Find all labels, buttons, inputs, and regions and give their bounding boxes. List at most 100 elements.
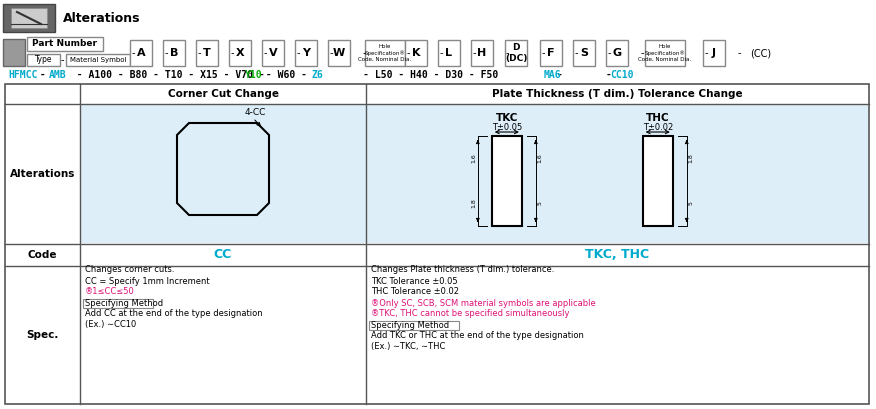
FancyBboxPatch shape (196, 40, 218, 66)
Text: Material Symbol: Material Symbol (70, 57, 126, 63)
Text: THC: THC (646, 113, 669, 123)
FancyBboxPatch shape (540, 40, 562, 66)
Text: -: - (406, 48, 410, 58)
Text: Corner Cut Change: Corner Cut Change (167, 89, 279, 99)
Text: - A100 - B80 - T10 - X15 - V70 -: - A100 - B80 - T10 - X15 - V70 - (65, 70, 271, 80)
Text: 5: 5 (537, 202, 542, 205)
Text: Plate Thickness (T dim.) Tolerance Change: Plate Thickness (T dim.) Tolerance Chang… (492, 89, 743, 99)
FancyBboxPatch shape (5, 84, 869, 404)
Text: -: - (704, 48, 708, 58)
Text: Z6: Z6 (312, 70, 323, 80)
Text: X: X (236, 48, 244, 58)
Text: Add CC at the end of the type designation: Add CC at the end of the type designatio… (85, 310, 263, 319)
Polygon shape (177, 123, 269, 215)
FancyBboxPatch shape (573, 40, 595, 66)
FancyBboxPatch shape (369, 321, 459, 330)
Text: HFMCC: HFMCC (8, 70, 38, 80)
Text: Specifying Method: Specifying Method (371, 321, 449, 330)
FancyBboxPatch shape (229, 40, 251, 66)
Text: Hole
Specification®
Code, Nominal Dia.: Hole Specification® Code, Nominal Dia. (358, 44, 412, 62)
Text: -: - (363, 48, 366, 58)
Text: -: - (738, 48, 741, 58)
Text: T: T (203, 48, 211, 58)
Text: -: - (575, 48, 578, 58)
Text: T±0.05: T±0.05 (491, 123, 522, 132)
Text: (Ex.) ∼CC10: (Ex.) ∼CC10 (85, 321, 137, 330)
Text: -: - (607, 48, 611, 58)
FancyBboxPatch shape (491, 136, 522, 226)
Text: D
(DC): D (DC) (505, 43, 527, 63)
FancyBboxPatch shape (703, 40, 725, 66)
Text: ®Only SC, SCB, SCM material symbols are applicable: ®Only SC, SCB, SCM material symbols are … (371, 299, 596, 308)
Text: Code: Code (28, 250, 57, 260)
Text: H: H (477, 48, 487, 58)
Text: TKC, THC: TKC, THC (585, 249, 650, 261)
FancyBboxPatch shape (295, 40, 317, 66)
Text: -: - (296, 48, 300, 58)
Text: Hole
Specification®
Code, Nominal Dia.: Hole Specification® Code, Nominal Dia. (639, 44, 692, 62)
Text: 5: 5 (689, 202, 693, 205)
Text: 1.6: 1.6 (537, 154, 542, 163)
Text: -: - (264, 48, 267, 58)
Text: -: - (541, 48, 545, 58)
Text: Y10: Y10 (245, 70, 263, 80)
Text: K: K (412, 48, 420, 58)
Text: Add TKC or THC at the end of the type designation: Add TKC or THC at the end of the type de… (371, 332, 584, 341)
Text: G: G (612, 48, 622, 58)
Text: ®1≤CC≤50: ®1≤CC≤50 (85, 288, 135, 297)
Text: (Ex.) ∼TKC, ∼THC: (Ex.) ∼TKC, ∼THC (371, 342, 445, 351)
Text: A: A (137, 48, 145, 58)
FancyBboxPatch shape (645, 40, 685, 66)
Text: CC: CC (214, 249, 232, 261)
Text: Type: Type (35, 56, 53, 65)
FancyBboxPatch shape (27, 54, 60, 66)
Text: Part Number: Part Number (32, 40, 97, 49)
Text: (CC): (CC) (750, 48, 771, 58)
Text: -: - (329, 48, 333, 58)
Text: -: - (439, 48, 442, 58)
Text: - W60 -: - W60 - (260, 70, 319, 80)
Text: Changes Plate thickness (T dim.) tolerance.: Changes Plate thickness (T dim.) toleran… (371, 265, 555, 274)
Text: TKC Tolerance ±0.05: TKC Tolerance ±0.05 (371, 276, 457, 285)
Text: -: - (165, 48, 167, 58)
FancyBboxPatch shape (405, 40, 427, 66)
FancyBboxPatch shape (27, 37, 103, 51)
Text: S: S (580, 48, 588, 58)
Text: AMB: AMB (49, 70, 67, 80)
FancyBboxPatch shape (66, 54, 130, 66)
Text: W: W (333, 48, 345, 58)
Text: F: F (548, 48, 555, 58)
Text: -: - (505, 48, 509, 58)
Text: L: L (446, 48, 453, 58)
Text: 4-CC: 4-CC (244, 108, 265, 117)
FancyBboxPatch shape (11, 8, 47, 28)
Text: Y: Y (302, 48, 310, 58)
Text: Alterations: Alterations (10, 169, 75, 179)
Text: J: J (712, 48, 716, 58)
Text: Spec.: Spec. (26, 330, 59, 340)
FancyBboxPatch shape (606, 40, 628, 66)
Text: -: - (197, 48, 201, 58)
Text: THC Tolerance ±0.02: THC Tolerance ±0.02 (371, 288, 459, 297)
Text: - L50 - H40 - D30 - F50          -: - L50 - H40 - D30 - F50 - (322, 70, 575, 80)
FancyBboxPatch shape (505, 40, 527, 66)
Text: -: - (131, 48, 135, 58)
FancyBboxPatch shape (643, 136, 673, 226)
Text: -: - (230, 48, 234, 58)
Text: MA6: MA6 (544, 70, 562, 80)
Text: Alterations: Alterations (63, 11, 140, 25)
Text: -: - (34, 70, 52, 80)
FancyBboxPatch shape (471, 40, 493, 66)
Text: V: V (269, 48, 278, 58)
Text: TKC: TKC (496, 113, 518, 123)
FancyBboxPatch shape (3, 39, 25, 66)
Text: -: - (472, 48, 476, 58)
FancyBboxPatch shape (262, 40, 284, 66)
Text: 1.6: 1.6 (471, 154, 477, 163)
Text: CC10: CC10 (611, 70, 634, 80)
Text: ®TKC, THC cannot be specified simultaneously: ®TKC, THC cannot be specified simultaneo… (371, 310, 569, 319)
Text: 1.8: 1.8 (689, 154, 693, 163)
FancyBboxPatch shape (163, 40, 185, 66)
FancyBboxPatch shape (130, 40, 152, 66)
FancyBboxPatch shape (81, 105, 868, 243)
